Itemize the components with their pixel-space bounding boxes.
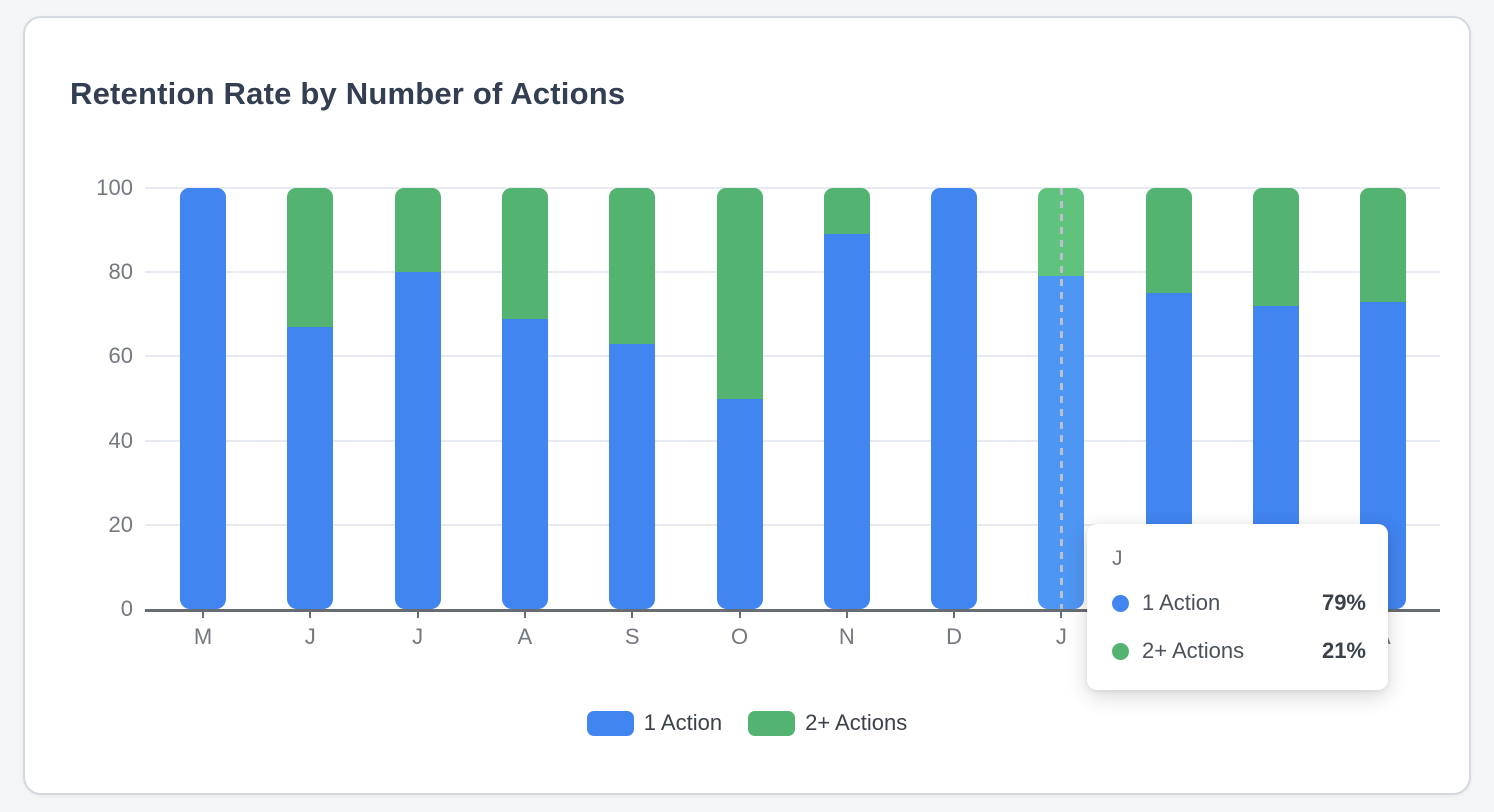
chart-title: Retention Rate by Number of Actions (70, 76, 626, 111)
chart-tooltip: J 1 Action 79% 2+ Actions 21% (1087, 524, 1388, 690)
tooltip-series-label: 2+ Actions (1142, 638, 1245, 663)
stacked-bar-chart (145, 187, 1440, 609)
x-axis-label: S (624, 624, 640, 649)
legend-swatch-1-action-icon (586, 710, 634, 736)
bar-m-1[interactable] (180, 188, 226, 609)
bar-segment-2-plus-actions[interactable] (394, 188, 441, 273)
tooltip-row-1-action: 1 Action 79% (1112, 586, 1366, 620)
chart-legend: 1 Action 2+ Actions (0, 710, 1494, 736)
x-axis-tick (523, 610, 526, 618)
bar-segment-1-action[interactable] (716, 398, 763, 609)
tooltip-series-value: 21% (1321, 638, 1366, 663)
legend-label: 2+ Actions (805, 710, 908, 735)
bar-segment-2-plus-actions[interactable] (609, 188, 656, 344)
bar-segment-1-action[interactable] (501, 318, 548, 609)
x-axis-label: D (946, 624, 963, 649)
x-axis-line (145, 609, 1440, 612)
x-axis-tick (1060, 610, 1063, 618)
y-axis-label: 40 (108, 427, 133, 453)
x-axis-label: N (838, 624, 855, 649)
bar-segment-1-action[interactable] (287, 326, 334, 609)
x-axis-tick (845, 610, 848, 618)
bar-segment-1-action[interactable] (180, 188, 226, 609)
gridline-y-80 (145, 271, 1440, 274)
bar-o-6[interactable] (716, 188, 763, 609)
x-axis-tick (202, 610, 204, 618)
bar-segment-2-plus-actions[interactable] (716, 188, 763, 399)
y-axis-label: 80 (108, 259, 133, 285)
series-dot-1-action-icon (1112, 594, 1129, 612)
x-axis-label: M (193, 624, 213, 649)
tooltip-series-value: 79% (1321, 590, 1366, 615)
gridline-y-100 (145, 187, 1440, 189)
bar-segment-2-plus-actions[interactable] (1145, 188, 1192, 294)
bar-j-3[interactable] (394, 188, 441, 609)
y-axis-label: 20 (108, 511, 133, 537)
x-axis-label: J (304, 624, 316, 649)
legend-label: 1 Action (643, 710, 723, 735)
bar-d-8[interactable] (931, 188, 978, 609)
bar-j-2[interactable] (287, 188, 334, 609)
bar-segment-2-plus-actions[interactable] (287, 188, 334, 327)
y-axis-label: 0 (120, 596, 133, 621)
bar-segment-2-plus-actions[interactable] (501, 188, 548, 319)
legend-swatch-2-plus-actions-icon (748, 710, 796, 736)
x-axis-tick (309, 610, 312, 618)
series-dot-2-plus-actions-icon (1112, 642, 1129, 660)
bar-segment-1-action[interactable] (394, 272, 441, 609)
x-axis-label: J (412, 624, 424, 649)
y-axis-label: 100 (96, 175, 133, 200)
bar-segment-1-action[interactable] (609, 343, 656, 609)
bar-segment-2-plus-actions[interactable] (1360, 188, 1407, 302)
x-axis-label: O (730, 624, 749, 649)
x-axis-tick (738, 610, 741, 618)
tooltip-header: J (1112, 547, 1123, 570)
x-axis-tick (953, 610, 956, 618)
tooltip-series-label: 1 Action (1142, 590, 1221, 615)
y-axis-label: 60 (108, 343, 133, 369)
x-axis-tick (631, 610, 634, 618)
legend-item-1-action[interactable]: 1 Action (586, 710, 723, 736)
bar-segment-2-plus-actions[interactable] (1253, 188, 1299, 306)
bar-s-5[interactable] (609, 188, 656, 609)
gridline-y-20 (145, 523, 1440, 526)
bar-segment-1-action[interactable] (823, 234, 870, 609)
bar-n-7[interactable] (823, 188, 870, 609)
tooltip-row-2-plus-actions: 2+ Actions 21% (1112, 634, 1366, 668)
bar-segment-1-action[interactable] (931, 188, 978, 609)
x-axis-label: A (517, 624, 533, 649)
x-axis-tick (416, 610, 419, 618)
bar-segment-2-plus-actions[interactable] (823, 188, 870, 235)
legend-item-2-plus-actions[interactable]: 2+ Actions (748, 710, 907, 736)
gridline-y-60 (145, 355, 1440, 358)
bar-a-4[interactable] (501, 188, 548, 609)
x-axis-label: J (1055, 624, 1067, 649)
gridline-y-40 (145, 439, 1440, 442)
hover-guide-line (1059, 188, 1063, 609)
